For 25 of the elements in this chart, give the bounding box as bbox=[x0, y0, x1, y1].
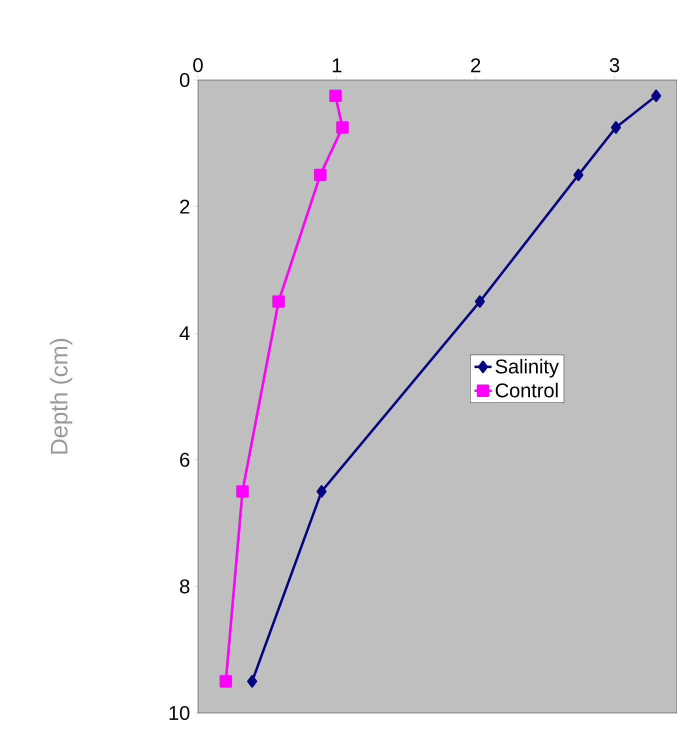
y-tick-label: 6 bbox=[180, 452, 190, 467]
point bbox=[474, 295, 485, 308]
point bbox=[573, 168, 584, 182]
x-tick-label: 3 bbox=[610, 58, 620, 72]
point bbox=[316, 485, 326, 498]
y-axis-title: Depth (cm) bbox=[50, 338, 72, 454]
point bbox=[610, 121, 621, 134]
x-tick-label: 1 bbox=[332, 58, 342, 72]
point bbox=[272, 295, 285, 308]
point bbox=[247, 675, 258, 688]
y-tick-label: 8 bbox=[180, 579, 190, 594]
point bbox=[329, 90, 342, 102]
legend-label: Control bbox=[496, 382, 558, 398]
point bbox=[336, 121, 349, 134]
y-tick-label: 4 bbox=[180, 326, 190, 340]
y-tick-label: 0 bbox=[180, 72, 190, 88]
legend-label: Salinity bbox=[496, 358, 559, 378]
point bbox=[651, 90, 662, 102]
x-tick-label: 2 bbox=[471, 58, 480, 72]
point bbox=[236, 485, 249, 498]
y-tick-label: 2 bbox=[180, 200, 190, 214]
point bbox=[219, 675, 232, 688]
x-tick-label: 0 bbox=[193, 58, 203, 72]
y-tick-label: 10 bbox=[169, 706, 190, 720]
point bbox=[314, 168, 326, 182]
